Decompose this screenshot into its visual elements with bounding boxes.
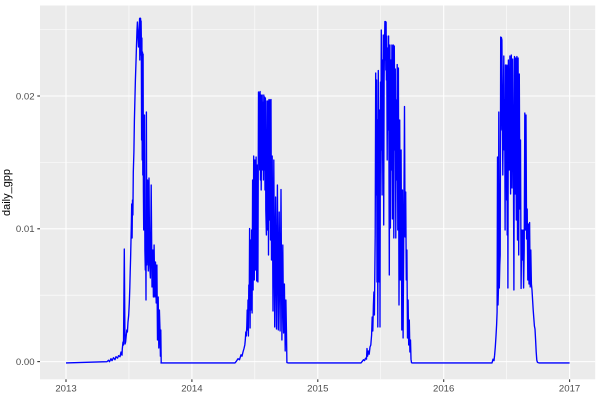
svg-text:2017: 2017	[559, 384, 580, 395]
svg-text:0.02: 0.02	[16, 91, 35, 102]
svg-text:2015: 2015	[307, 384, 328, 395]
svg-text:0.01: 0.01	[16, 224, 35, 235]
svg-text:2014: 2014	[181, 384, 203, 395]
svg-text:0.00: 0.00	[16, 357, 35, 368]
svg-text:daily_gpp: daily_gpp	[1, 169, 13, 216]
svg-text:2016: 2016	[433, 384, 454, 395]
svg-text:2013: 2013	[55, 384, 76, 395]
